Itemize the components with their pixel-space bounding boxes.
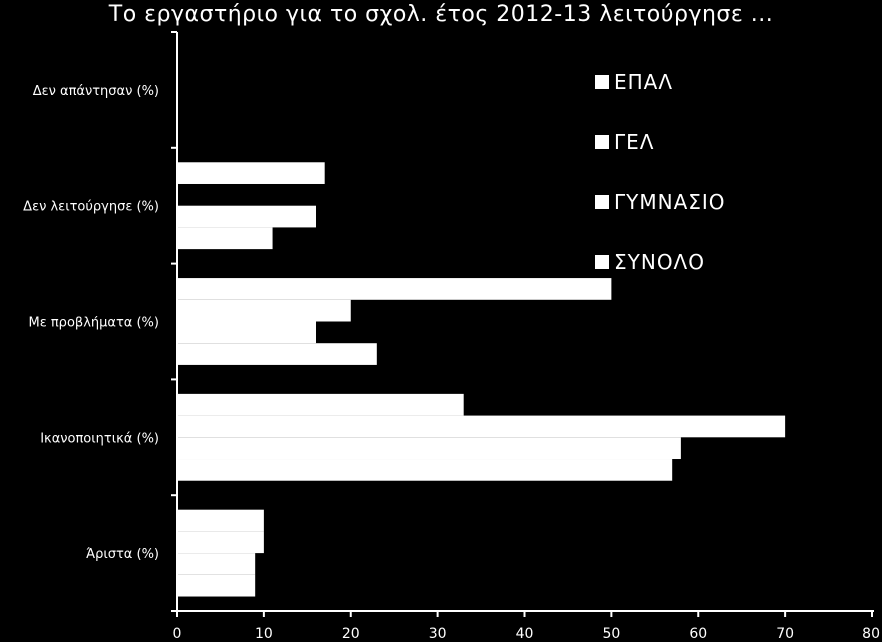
category-label: Άριστα (%) xyxy=(86,547,159,562)
bar xyxy=(177,531,264,554)
x-tick-label: 60 xyxy=(689,626,707,642)
bar xyxy=(177,415,786,438)
legend-label: ΓΥΜΝΑΣΙΟ xyxy=(614,190,726,214)
bar xyxy=(177,321,316,344)
x-tick-label: 30 xyxy=(429,626,447,642)
chart-title: Το εργαστήριο για το σχολ. έτος 2012-13 … xyxy=(108,2,774,27)
bar xyxy=(177,299,351,322)
x-tick-label: 0 xyxy=(173,626,182,642)
category-label: Με προβλήματα (%) xyxy=(28,316,159,331)
category-label: Ικανοποιητικά (%) xyxy=(40,431,159,446)
legend-label: ΓΕΛ xyxy=(614,130,654,154)
bar xyxy=(177,343,377,365)
x-tick-label: 20 xyxy=(342,626,360,642)
bar xyxy=(177,162,325,184)
bar xyxy=(177,278,612,300)
legend-label: ΕΠΑΛ xyxy=(614,70,673,94)
category-label: Δεν λειτούργησε (%) xyxy=(23,200,159,215)
x-tick-label: 80 xyxy=(862,626,880,642)
bar xyxy=(177,205,316,228)
bars xyxy=(177,162,786,597)
bar xyxy=(177,437,681,460)
legend-swatch xyxy=(595,75,609,89)
legend-label: ΣΥΝΟΛΟ xyxy=(614,250,705,274)
x-tick-label: 10 xyxy=(255,626,273,642)
legend: ΕΠΑΛ ΓΕΛ ΓΥΜΝΑΣΙΟ ΣΥΝΟΛΟ xyxy=(595,70,726,274)
legend-swatch xyxy=(595,135,609,149)
category-labels: Δεν απάντησαν (%) Δεν λειτούργησε (%) Με π… xyxy=(23,84,159,562)
bar xyxy=(177,574,256,597)
category-label: Δεν απάντησαν (%) xyxy=(33,84,159,99)
legend-swatch xyxy=(595,195,609,209)
x-tick-label: 50 xyxy=(602,626,620,642)
bar xyxy=(177,227,273,250)
legend-swatch xyxy=(595,255,609,269)
bar xyxy=(177,509,264,532)
bar xyxy=(177,393,464,416)
bar xyxy=(177,459,673,481)
bar xyxy=(177,553,256,575)
x-tick-labels: 0 10 20 30 40 50 60 70 80 xyxy=(173,626,880,642)
x-tick-label: 40 xyxy=(516,626,534,642)
x-tick-label: 70 xyxy=(776,626,794,642)
